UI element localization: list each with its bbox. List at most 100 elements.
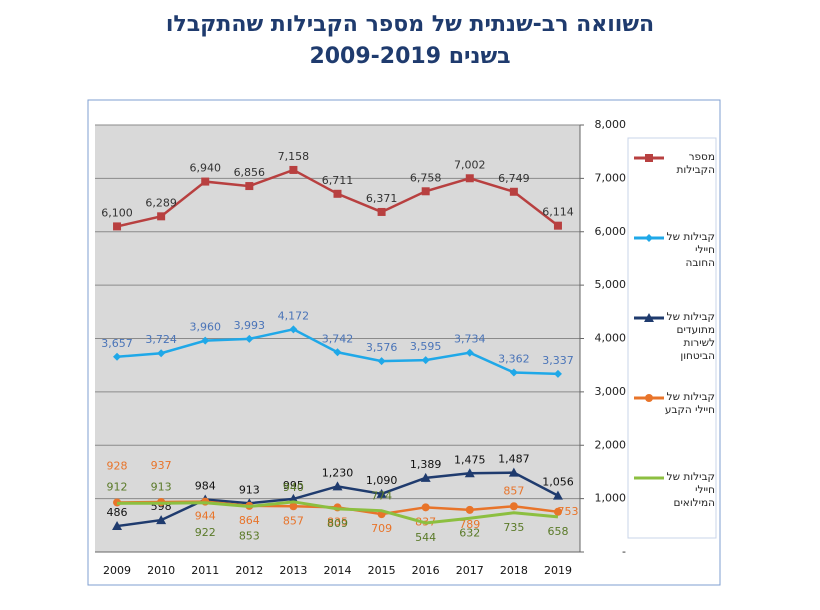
data-label: 6,758 <box>410 171 442 184</box>
y-tick-label: 4,000 <box>595 332 627 345</box>
marker <box>201 336 210 345</box>
chart-subtitle: בשנים 2009-2019 <box>309 44 511 69</box>
data-label: 789 <box>459 518 480 531</box>
data-label: 753 <box>557 505 578 518</box>
chart-frame <box>87 99 721 586</box>
marker <box>508 467 519 477</box>
data-label: 937 <box>151 459 172 472</box>
data-label: 912 <box>107 480 128 493</box>
data-label: 940 <box>283 481 304 494</box>
data-label: 6,749 <box>498 172 530 185</box>
data-label: 1,475 <box>454 453 486 466</box>
data-label: 632 <box>459 526 480 539</box>
legend-box <box>627 137 717 539</box>
data-label: 853 <box>239 529 260 542</box>
marker <box>421 503 430 512</box>
marker <box>553 369 562 378</box>
marker <box>332 481 343 491</box>
y-tick-label: 2,000 <box>595 438 627 451</box>
x-tick-label: 2010 <box>147 564 175 577</box>
data-label: 3,576 <box>366 341 398 354</box>
marker <box>112 521 123 531</box>
data-label: 3,657 <box>101 337 133 350</box>
marker <box>289 165 298 174</box>
x-tick-label: 2019 <box>544 564 572 577</box>
chart-title: השוואה רב-שנתית של מספר הקבילות שהתקבלו <box>165 12 655 37</box>
legend-label: מספר הקבילות <box>676 151 715 176</box>
data-label: 913 <box>239 483 260 496</box>
data-label: 709 <box>371 522 392 535</box>
data-label: 1,389 <box>410 458 442 471</box>
y-tick-label: 6,000 <box>595 225 627 238</box>
marker <box>245 334 254 343</box>
data-label: 3,734 <box>454 333 486 346</box>
data-label: 809 <box>327 517 348 530</box>
data-label: 3,595 <box>410 340 442 353</box>
x-tick-label: 2018 <box>500 564 528 577</box>
marker <box>289 502 298 511</box>
legend-label: קבילות של חיילי הקבע <box>664 391 715 416</box>
data-label: 6,856 <box>234 166 266 179</box>
data-label: 922 <box>195 526 216 539</box>
marker <box>201 177 210 186</box>
data-label: 3,362 <box>498 353 530 366</box>
marker <box>333 348 342 357</box>
marker <box>553 507 562 516</box>
data-label: 928 <box>107 459 128 472</box>
marker <box>376 488 387 498</box>
x-tick-label: 2013 <box>279 564 307 577</box>
legend-label: קבילות של חיילי המילואים <box>666 471 715 509</box>
y-tick-label: - <box>622 545 626 558</box>
legend-label: קבילות של חיילי החובה <box>666 231 715 269</box>
marker <box>156 515 167 525</box>
marker <box>509 502 518 511</box>
data-label: 913 <box>151 480 172 493</box>
marker <box>377 207 386 216</box>
marker <box>377 357 386 366</box>
data-label: 3,993 <box>234 319 266 332</box>
x-tick-label: 2017 <box>456 564 484 577</box>
marker <box>465 174 474 183</box>
data-label: 1,487 <box>498 453 530 466</box>
series-line <box>117 500 559 525</box>
y-tick-label: 3,000 <box>595 385 627 398</box>
data-label: 864 <box>239 514 260 527</box>
data-label: 944 <box>195 510 216 523</box>
data-label: 984 <box>195 479 216 492</box>
data-label: 6,289 <box>145 196 177 209</box>
marker <box>465 348 474 357</box>
marker <box>113 222 122 231</box>
data-label: 3,337 <box>542 354 574 367</box>
x-tick-label: 2016 <box>412 564 440 577</box>
marker <box>333 189 342 198</box>
marker <box>421 356 430 365</box>
data-label: 6,711 <box>322 174 354 187</box>
data-label: 1,090 <box>366 474 398 487</box>
marker <box>157 349 166 358</box>
data-label: 486 <box>107 506 128 519</box>
marker <box>552 490 563 500</box>
marker <box>509 187 518 196</box>
data-label: 7,002 <box>454 158 486 171</box>
legend-label: קבילות של מתועדים לשירות הביטחון <box>666 311 715 362</box>
marker <box>464 468 475 478</box>
data-label: 3,742 <box>322 332 354 345</box>
marker <box>645 394 653 402</box>
marker <box>509 368 518 377</box>
data-label: 735 <box>503 521 524 534</box>
y-tick-label: 5,000 <box>595 278 627 291</box>
data-label: 4,172 <box>278 309 310 322</box>
marker <box>420 472 431 482</box>
data-label: 6,114 <box>542 206 574 219</box>
data-label: 658 <box>547 525 568 538</box>
x-tick-label: 2014 <box>324 564 352 577</box>
marker <box>113 352 122 361</box>
data-label: 995 <box>283 479 304 492</box>
x-tick-label: 2012 <box>235 564 263 577</box>
data-label: 544 <box>415 531 436 544</box>
marker <box>644 313 654 322</box>
y-tick-label: 1,000 <box>595 492 627 505</box>
marker <box>465 505 474 514</box>
data-label: 774 <box>371 490 392 503</box>
